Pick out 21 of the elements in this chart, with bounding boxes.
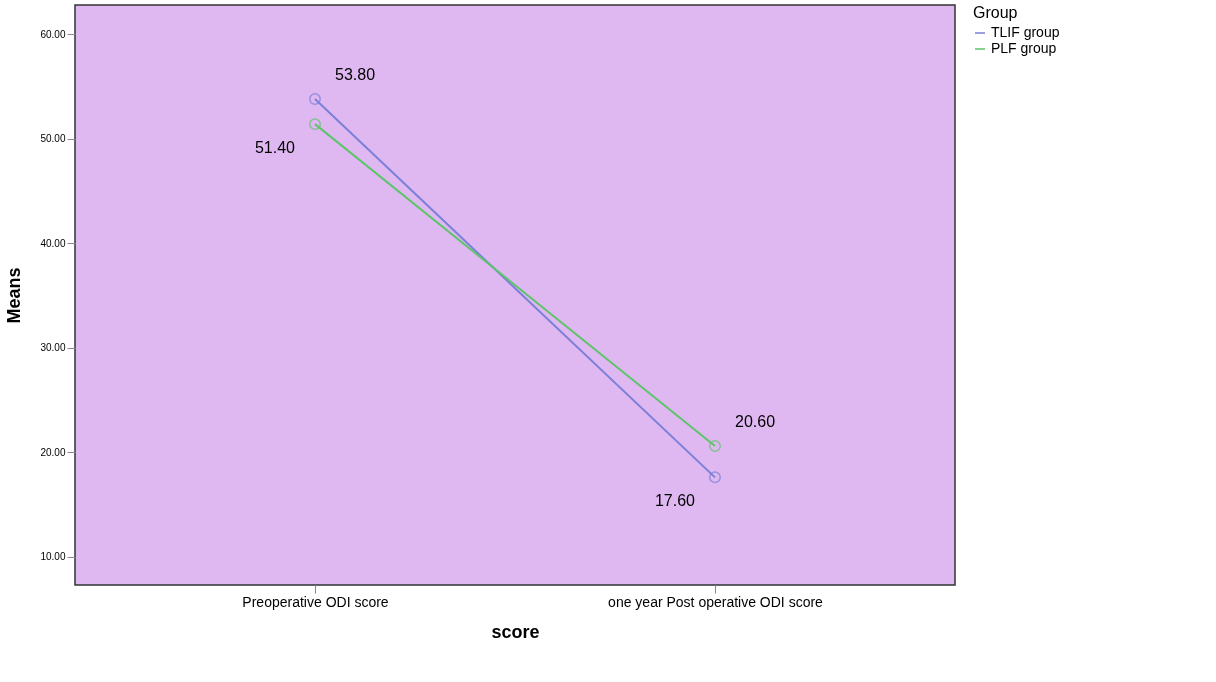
data-label: 17.60 bbox=[654, 492, 696, 510]
data-label: 53.80 bbox=[335, 66, 376, 84]
y-tick-label: 40.00 bbox=[40, 237, 66, 249]
x-tick-label: Preoperative ODI score bbox=[242, 593, 389, 610]
legend-title: Group bbox=[973, 4, 1018, 21]
point bbox=[309, 93, 321, 106]
x-axis-title: score bbox=[491, 621, 540, 642]
data-label: 20.60 bbox=[735, 413, 776, 431]
point bbox=[709, 471, 721, 484]
y-tick-label: 60.00 bbox=[40, 28, 66, 40]
y-tick-label: 50.00 bbox=[40, 133, 66, 145]
y-tick-label: 20.00 bbox=[40, 446, 66, 458]
point bbox=[709, 440, 721, 452]
legend-label: PLF group bbox=[991, 40, 1057, 56]
point bbox=[309, 118, 321, 131]
y-tick-label: 30.00 bbox=[40, 342, 66, 354]
x-tick-label: one year Post operative ODI score bbox=[608, 593, 824, 610]
legend-label: TLIF group bbox=[991, 24, 1060, 40]
y-axis-title: Means bbox=[4, 267, 25, 324]
data-label: 51.40 bbox=[254, 139, 296, 157]
y-tick-label: 10.00 bbox=[40, 551, 66, 563]
